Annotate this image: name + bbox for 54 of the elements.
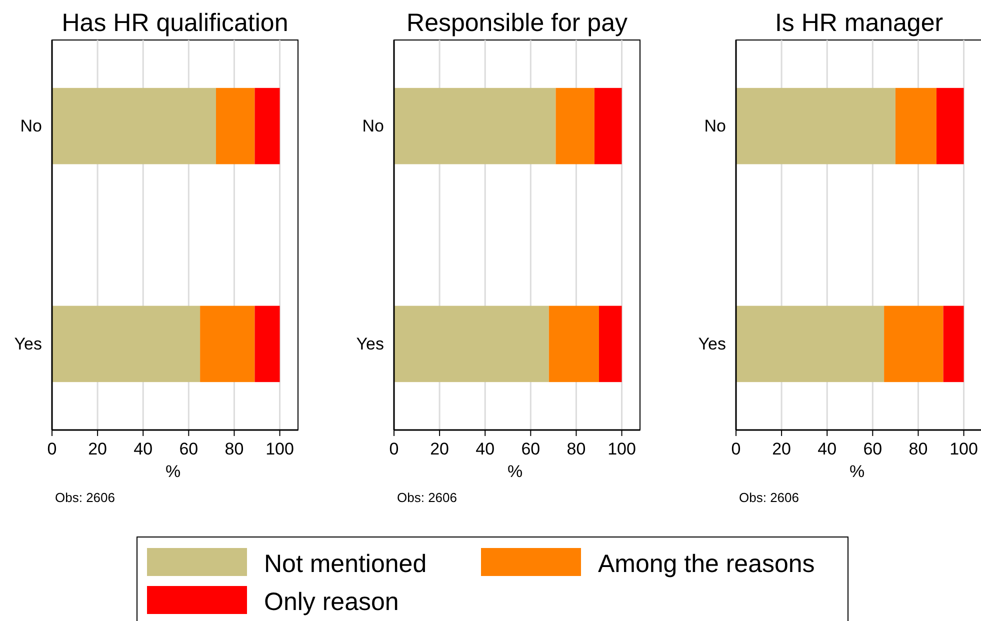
bar bbox=[599, 306, 622, 382]
bar bbox=[943, 306, 964, 382]
bar bbox=[548, 306, 599, 382]
bar bbox=[556, 88, 594, 164]
chart-title: Is HR manager bbox=[774, 9, 944, 37]
x-tick-label: 80 bbox=[224, 439, 244, 458]
bar bbox=[52, 306, 200, 382]
y-tick-label: Yes bbox=[14, 334, 42, 354]
x-tick-label: 20 bbox=[430, 439, 450, 458]
bar bbox=[594, 88, 622, 164]
x-tick-label: 20 bbox=[88, 439, 108, 458]
x-tick-label: 100 bbox=[266, 439, 294, 458]
bar bbox=[736, 306, 884, 382]
x-tick-label: 60 bbox=[179, 439, 198, 458]
y-tick-label: Yes bbox=[698, 334, 726, 354]
bar bbox=[254, 88, 280, 164]
bar bbox=[200, 306, 255, 382]
y-tick-label: No bbox=[362, 116, 384, 136]
bar bbox=[895, 88, 936, 164]
x-tick-label: 60 bbox=[863, 439, 882, 458]
x-axis-title: % bbox=[165, 462, 181, 481]
x-tick-label: 20 bbox=[772, 439, 792, 458]
x-axis-title: % bbox=[507, 462, 523, 481]
x-tick-label: 80 bbox=[566, 439, 586, 458]
bar bbox=[394, 306, 549, 382]
x-axis-title: % bbox=[849, 462, 865, 481]
y-tick-label: No bbox=[704, 116, 726, 136]
x-tick-label: 60 bbox=[521, 439, 540, 458]
bar bbox=[394, 88, 556, 164]
y-tick-label: Yes bbox=[356, 334, 384, 354]
bar bbox=[884, 306, 944, 382]
bar bbox=[936, 88, 964, 164]
x-tick-label: 40 bbox=[476, 439, 495, 458]
legend-label: Not mentioned bbox=[264, 550, 427, 578]
legend-label: Only reason bbox=[264, 588, 399, 616]
x-tick-label: 0 bbox=[389, 439, 399, 458]
text: Obs: 2606 bbox=[55, 490, 115, 505]
bar bbox=[216, 88, 255, 164]
x-tick-label: 100 bbox=[950, 439, 978, 458]
legend-label: Among the reasons bbox=[598, 550, 815, 578]
x-tick-label: 0 bbox=[731, 439, 741, 458]
x-tick-label: 0 bbox=[47, 439, 57, 458]
bar bbox=[736, 88, 896, 164]
x-tick-label: 100 bbox=[608, 439, 636, 458]
y-tick-label: No bbox=[20, 116, 42, 136]
x-tick-label: 40 bbox=[134, 439, 153, 458]
x-tick-label: 80 bbox=[908, 439, 928, 458]
bar bbox=[52, 88, 216, 164]
bar bbox=[254, 306, 280, 382]
chart-title: Has HR qualification bbox=[62, 9, 288, 37]
text: Obs: 2606 bbox=[397, 490, 457, 505]
x-tick-label: 40 bbox=[818, 439, 837, 458]
text: Obs: 2606 bbox=[739, 490, 799, 505]
chart-title: Responsible for pay bbox=[406, 9, 628, 37]
